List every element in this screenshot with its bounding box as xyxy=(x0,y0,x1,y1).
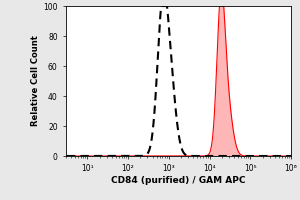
X-axis label: CD84 (purified) / GAM APC: CD84 (purified) / GAM APC xyxy=(111,176,246,185)
Y-axis label: Relative Cell Count: Relative Cell Count xyxy=(32,36,40,126)
